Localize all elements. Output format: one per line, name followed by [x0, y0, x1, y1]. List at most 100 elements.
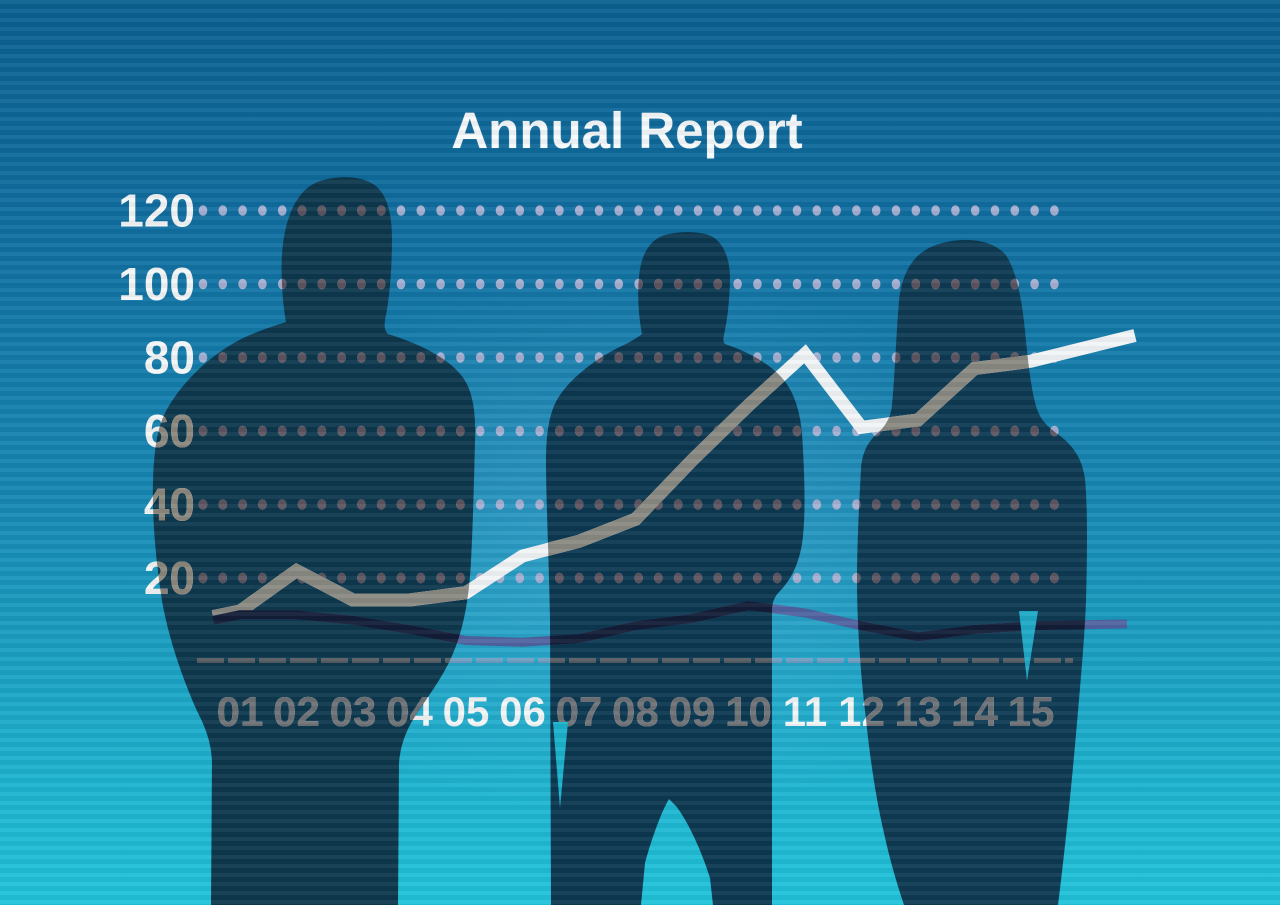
grid-dot [970, 499, 980, 510]
grid-dot [357, 205, 366, 216]
grid-dot [871, 572, 881, 584]
businesswoman-right-silhouette [857, 239, 1087, 905]
grid-dot [495, 425, 505, 437]
grid-dot [951, 572, 960, 584]
grid-dot [772, 352, 782, 363]
silhouette-gap-slits [553, 611, 1038, 808]
grid-dot [198, 425, 208, 437]
grid-dot [1030, 205, 1039, 216]
grid-dot [713, 205, 723, 216]
grid-dot [772, 205, 782, 216]
grid-dot [970, 425, 980, 437]
grid-dot [673, 499, 683, 510]
grid-dot [555, 425, 564, 437]
grid-dot [198, 572, 208, 584]
grid-dot [792, 205, 802, 216]
grid-dot [436, 425, 445, 437]
grid-dot [951, 352, 960, 363]
grid-dot [852, 205, 861, 216]
x-axis-label: 14 [951, 688, 998, 735]
grid-dot [970, 572, 980, 584]
x-axis-label: 10 [725, 688, 772, 735]
grid-dot [574, 352, 584, 363]
grid-dot [574, 205, 584, 216]
grid-dot [733, 572, 742, 584]
grid-dot [614, 425, 624, 437]
grid-dot [931, 278, 940, 290]
x-axis-label: 01 [217, 688, 264, 735]
grid-dot [852, 278, 861, 290]
grid-dot [555, 352, 564, 363]
grid-dot [990, 499, 1000, 510]
grid-dot [475, 205, 485, 216]
grid-dot [258, 499, 267, 510]
grid-dot [634, 572, 643, 584]
grid-dot [812, 278, 822, 290]
grid-dot [990, 278, 1000, 290]
grid-dot [733, 205, 742, 216]
grid-dot [416, 278, 426, 290]
grid-dot [238, 572, 247, 584]
grid-dot [634, 352, 643, 363]
grid-dot [1010, 205, 1020, 216]
grid-dot [792, 278, 802, 290]
x-axis-label: 13 [895, 688, 942, 735]
grid-dot [258, 205, 267, 216]
x-axis-label: 15 [1008, 688, 1055, 735]
grid-dot [535, 278, 544, 290]
grid-dot [693, 278, 703, 290]
grid-dot [297, 205, 307, 216]
grid-dot [951, 425, 960, 437]
grid-dot [832, 425, 841, 437]
grid-dot [574, 499, 584, 510]
grid-dot [931, 499, 940, 510]
grid-dot [931, 425, 940, 437]
grid-dot [297, 352, 307, 363]
grid-dot [1050, 278, 1059, 290]
grid-dot [911, 278, 921, 290]
grid-dot [535, 352, 544, 363]
grid-dot [495, 205, 505, 216]
series-flat-line [212, 601, 1087, 647]
chart-title: Annual Report [451, 102, 803, 159]
grid-dot [436, 278, 445, 290]
grid-dot [436, 205, 445, 216]
grid-dot [416, 205, 426, 216]
grid-dot [1050, 499, 1059, 510]
y-axis-label: 40 [144, 479, 195, 531]
grid-dot [772, 425, 782, 437]
grid-dot [832, 572, 841, 584]
grid-dot [594, 572, 604, 584]
grid-dot [1050, 572, 1059, 584]
grid-dot [772, 572, 782, 584]
grid-dot [258, 572, 267, 584]
grid-dot [713, 352, 723, 363]
grid-dot [456, 352, 465, 363]
grid-dot [832, 352, 841, 363]
grid-dot [396, 572, 406, 584]
grid-dot [376, 352, 386, 363]
grid-dot [396, 425, 406, 437]
grid-dot [238, 205, 247, 216]
grid-dot [574, 425, 584, 437]
grid-dot [1010, 572, 1020, 584]
grid-dot [733, 499, 742, 510]
grid-dot [456, 205, 465, 216]
grid-dot [238, 278, 247, 290]
grid-dot [456, 425, 465, 437]
grid-dot [654, 572, 663, 584]
grid-dot [990, 425, 1000, 437]
grid-dot [594, 278, 604, 290]
x-axis-label: 02 [273, 688, 320, 735]
grid-dot [713, 499, 723, 510]
grid-dot [733, 425, 742, 437]
grid-dot [733, 278, 742, 290]
grid-dot [654, 278, 663, 290]
grid-dot [911, 499, 921, 510]
grid-dot [911, 352, 921, 363]
grid-dot [515, 205, 525, 216]
grid-dot [1010, 499, 1020, 510]
grid-dot [1030, 499, 1039, 510]
